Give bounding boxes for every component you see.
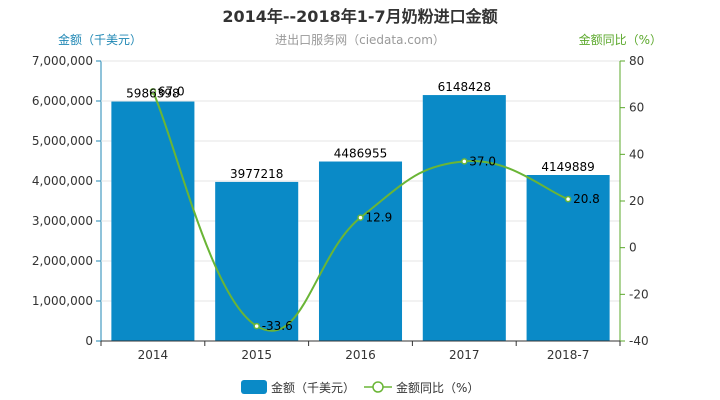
legend-line-marker bbox=[372, 381, 384, 393]
right-tick-label: -20 bbox=[629, 287, 649, 301]
line-data-label: 12.9 bbox=[366, 211, 393, 225]
line-data-label: 20.8 bbox=[573, 192, 600, 206]
bar-data-label: 4486955 bbox=[334, 147, 387, 161]
bar[interactable] bbox=[422, 95, 506, 341]
x-axis: 2014 2015 2016 2017 2018-7 bbox=[100, 340, 621, 362]
left-axis-label: 金额（千美元） bbox=[58, 32, 142, 47]
x-tick-label: 2017 bbox=[449, 348, 480, 362]
left-tick-label: 3,000,000 bbox=[32, 214, 93, 228]
line-point[interactable] bbox=[253, 322, 260, 330]
chart-title: 2014年--2018年1-7月奶粉进口金额 bbox=[222, 7, 497, 26]
line-labels: 67.0 -33.6 12.9 37.0 20.8 bbox=[158, 84, 600, 333]
right-tick-label: 0 bbox=[629, 241, 637, 255]
right-tick-label: 40 bbox=[629, 147, 644, 161]
line-series bbox=[149, 88, 572, 332]
right-tick-label: 80 bbox=[629, 54, 644, 68]
line-point[interactable] bbox=[357, 214, 364, 221]
x-tick-label: 2018-7 bbox=[547, 348, 590, 362]
legend-bar-label: 金额（千美元） bbox=[271, 380, 355, 395]
x-tick-label: 2014 bbox=[138, 348, 169, 362]
left-tick-label: 4,000,000 bbox=[32, 174, 93, 188]
right-axis-label: 金额同比（%） bbox=[579, 32, 662, 47]
line-point[interactable] bbox=[461, 158, 468, 165]
line-data-label: -33.6 bbox=[262, 319, 293, 333]
line-point[interactable] bbox=[564, 195, 572, 203]
x-tick-label: 2015 bbox=[241, 348, 272, 362]
line-data-label: 67.0 bbox=[158, 84, 185, 98]
legend: 金额（千美元） 金额同比（%） bbox=[241, 380, 479, 395]
right-tick-label: 20 bbox=[629, 194, 644, 208]
legend-line-label: 金额同比（%） bbox=[396, 380, 479, 395]
line-path bbox=[151, 90, 569, 332]
left-tick-label: 6,000,000 bbox=[32, 94, 93, 108]
left-tick-label: 2,000,000 bbox=[32, 254, 93, 268]
bar-series bbox=[111, 95, 610, 341]
x-tick-label: 2016 bbox=[345, 348, 376, 362]
left-tick-label: 7,000,000 bbox=[32, 54, 93, 68]
bar[interactable] bbox=[318, 161, 403, 341]
line-data-label: 37.0 bbox=[469, 154, 496, 168]
bar-data-label: 4149889 bbox=[541, 160, 594, 174]
left-tick-label: 0 bbox=[85, 334, 93, 348]
bar-data-label: 5986398 bbox=[126, 87, 179, 101]
bar[interactable] bbox=[111, 101, 195, 341]
right-tick-label: -40 bbox=[629, 334, 649, 348]
bar[interactable] bbox=[215, 181, 299, 341]
legend-item-line[interactable]: 金额同比（%） bbox=[364, 380, 479, 395]
bar-labels: 5986398 3977218 4486955 6148428 4149889 bbox=[126, 80, 595, 181]
left-tick-label: 1,000,000 bbox=[32, 294, 93, 308]
chart-subtitle: 进出口服务网（ciedata.com） bbox=[275, 32, 445, 47]
left-tick-label: 5,000,000 bbox=[32, 134, 93, 148]
legend-item-bar[interactable]: 金额（千美元） bbox=[241, 380, 355, 395]
bar-data-label: 3977218 bbox=[230, 167, 283, 181]
legend-bar-swatch bbox=[241, 380, 267, 394]
right-axis: -40 -20 0 20 40 60 80 bbox=[619, 54, 649, 348]
right-tick-label: 60 bbox=[629, 101, 644, 115]
bar-data-label: 6148428 bbox=[438, 80, 491, 94]
bar[interactable] bbox=[526, 175, 610, 341]
line-point[interactable] bbox=[149, 88, 157, 95]
